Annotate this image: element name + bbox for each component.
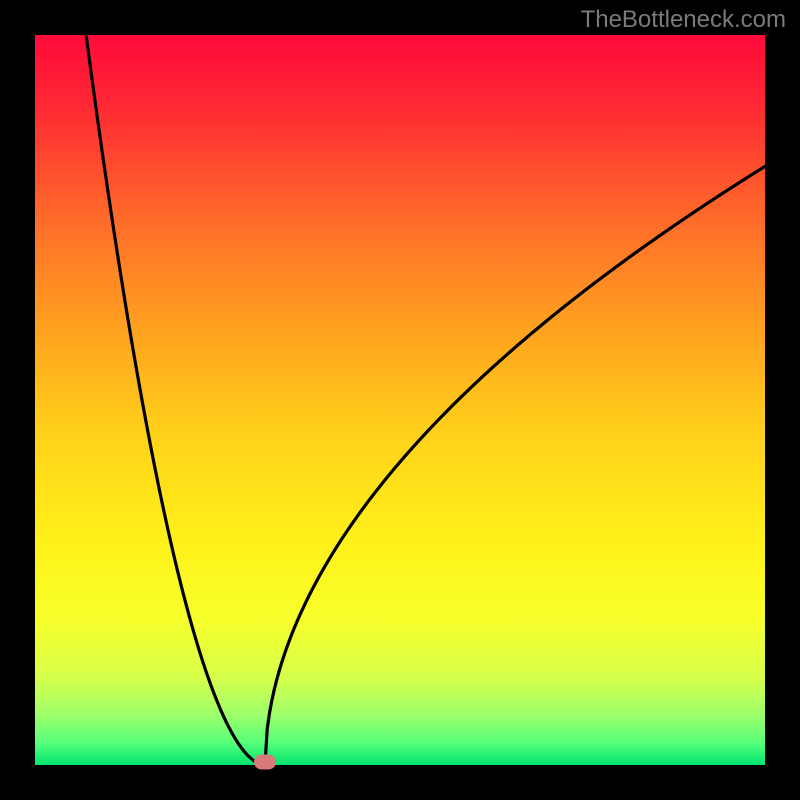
vertex-marker xyxy=(254,755,276,770)
chart-frame: TheBottleneck.com xyxy=(0,0,800,800)
watermark-text: TheBottleneck.com xyxy=(581,6,786,34)
plot-area xyxy=(35,35,765,765)
